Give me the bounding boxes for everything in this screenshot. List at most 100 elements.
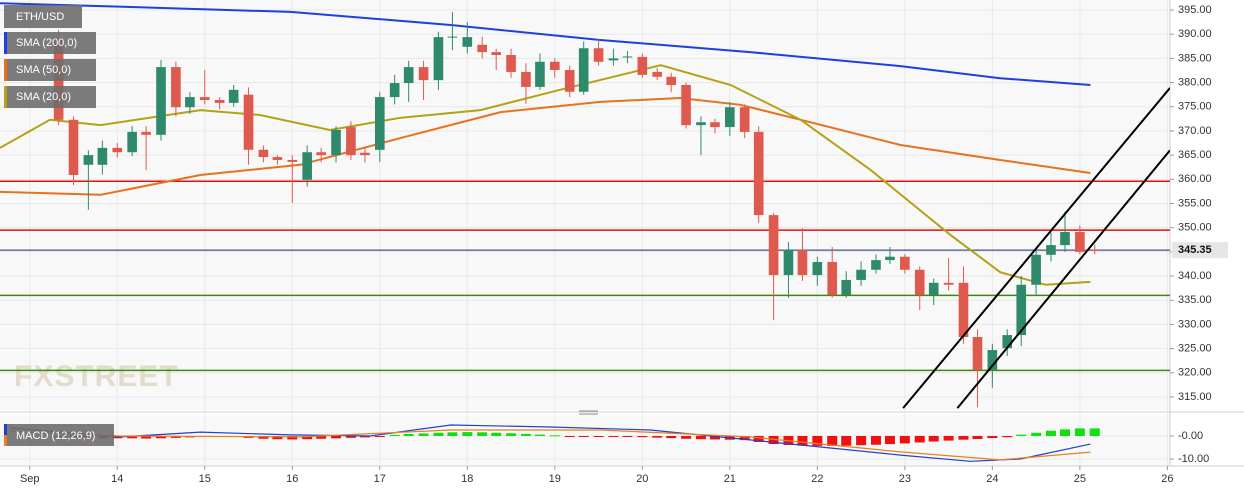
macd-histogram-bar bbox=[812, 436, 823, 446]
macd-histogram-bar bbox=[127, 436, 138, 439]
macd-histogram-bar bbox=[1059, 429, 1070, 437]
candle-body bbox=[622, 56, 633, 58]
legend-box[interactable] bbox=[4, 5, 82, 28]
candle-body bbox=[403, 67, 414, 84]
candle-body bbox=[243, 94, 254, 150]
y-tick-label: 395.00 bbox=[1178, 4, 1212, 16]
candle-body bbox=[549, 61, 560, 70]
legend: ETH/USD SMA (200,0)SMA (50,0)SMA (20,0) … bbox=[4, 5, 114, 446]
candle-body bbox=[68, 119, 79, 175]
candle-body bbox=[710, 122, 720, 128]
x-tick-label: 25 bbox=[1074, 473, 1086, 485]
legend-swatch bbox=[4, 435, 7, 446]
macd-histogram-bar bbox=[753, 436, 764, 442]
candle-body bbox=[1031, 254, 1041, 285]
macd-histogram-bar bbox=[359, 436, 370, 438]
macd-histogram-bar bbox=[652, 436, 663, 438]
macd-histogram-bar bbox=[695, 436, 706, 440]
macd-histogram-bar bbox=[928, 436, 939, 442]
macd-histogram-bar bbox=[709, 436, 720, 440]
x-tick-label: 17 bbox=[374, 473, 386, 485]
candle-body bbox=[753, 131, 764, 216]
candle-body bbox=[389, 83, 400, 98]
candle-body bbox=[928, 282, 939, 295]
x-tick-label: 18 bbox=[461, 473, 473, 485]
macd-histogram-bar bbox=[1089, 428, 1100, 437]
macd-histogram-bar bbox=[549, 435, 560, 437]
candle-body bbox=[258, 149, 269, 158]
y-tick-label: -0.00 bbox=[1178, 430, 1203, 442]
candle-body bbox=[477, 44, 487, 53]
candle-body bbox=[1060, 232, 1070, 246]
candle-body bbox=[535, 61, 545, 87]
y-tick-label: 360.00 bbox=[1178, 173, 1212, 185]
y-tick-label: -10.00 bbox=[1178, 453, 1209, 465]
macd-histogram-bar bbox=[593, 436, 604, 438]
candle-body bbox=[272, 157, 283, 160]
candle-body bbox=[97, 147, 108, 165]
candle-body bbox=[1089, 249, 1100, 251]
legend-swatch bbox=[4, 32, 7, 54]
macd-histogram-bar bbox=[534, 434, 545, 437]
macd-histogram-bar bbox=[506, 433, 517, 437]
candle-body bbox=[228, 89, 239, 103]
candle-body bbox=[418, 67, 429, 81]
candle-body bbox=[1002, 335, 1013, 349]
candle-body bbox=[958, 282, 969, 338]
x-tick-label: 23 bbox=[899, 473, 911, 485]
candle-body bbox=[914, 269, 925, 295]
y-tick-label: 390.00 bbox=[1178, 28, 1212, 40]
candle-body bbox=[652, 71, 663, 77]
macd-histogram-bar bbox=[797, 436, 808, 446]
macd-histogram-bar bbox=[1074, 428, 1085, 437]
macd-histogram-bar bbox=[403, 433, 414, 437]
legend-box[interactable] bbox=[4, 424, 114, 446]
candle-body bbox=[185, 97, 195, 108]
macd-histogram-bar bbox=[739, 436, 750, 441]
macd-histogram-bar bbox=[666, 436, 677, 439]
legend-box[interactable] bbox=[4, 59, 96, 81]
candle-body bbox=[856, 269, 866, 280]
y-tick-label: 315.00 bbox=[1178, 391, 1212, 403]
macd-histogram-bar bbox=[578, 436, 589, 438]
candle-body bbox=[331, 129, 341, 156]
macd-histogram-bar bbox=[564, 436, 575, 438]
candle-body bbox=[360, 152, 370, 156]
x-tick-label: 14 bbox=[111, 473, 123, 485]
axes: Sep 14 15 16 17 18 19 20 21 22 23 24 25 26 315.00 320.0… bbox=[20, 4, 1228, 485]
candle-body bbox=[900, 256, 910, 270]
macd-histogram-bar bbox=[170, 436, 181, 438]
candle-body bbox=[666, 76, 677, 85]
candle-body bbox=[578, 48, 589, 92]
candle-body bbox=[885, 256, 895, 261]
macd-histogram-bar bbox=[972, 436, 983, 439]
macd-histogram-bar bbox=[899, 436, 910, 444]
macd-histogram-bar bbox=[1045, 430, 1056, 437]
main-series bbox=[0, 2, 1170, 409]
macd-histogram-bar bbox=[987, 436, 998, 439]
y-tick-label: 330.00 bbox=[1178, 318, 1212, 330]
macd-histogram-bar bbox=[827, 436, 838, 446]
candle-body bbox=[506, 54, 516, 72]
macd-histogram-bar bbox=[608, 436, 619, 438]
candle-body bbox=[447, 36, 458, 38]
macd-histogram-bar bbox=[447, 432, 458, 437]
macd-histogram-bar bbox=[418, 433, 429, 437]
macd-histogram-bar bbox=[156, 436, 167, 439]
macd-histogram-bar bbox=[1031, 432, 1042, 437]
legend-lines: SMA (200,0) SMA (50,0) SMA (20,0) bbox=[4, 32, 96, 108]
candle-body bbox=[346, 127, 356, 156]
candle-body bbox=[943, 282, 954, 285]
legend-box[interactable] bbox=[4, 86, 96, 108]
y-tick-label: 325.00 bbox=[1178, 343, 1212, 355]
macd-histogram-bar bbox=[302, 436, 313, 440]
y-tick-label: 335.00 bbox=[1178, 294, 1212, 306]
candle-body bbox=[797, 249, 808, 276]
macd-histogram-bar bbox=[681, 436, 692, 439]
candle-body bbox=[287, 159, 298, 162]
candle-body bbox=[156, 67, 166, 135]
macd-histogram-bar bbox=[958, 436, 969, 440]
candle-body bbox=[768, 215, 779, 276]
x-tick-label: Sep bbox=[20, 473, 40, 485]
legend-box[interactable] bbox=[4, 32, 96, 54]
